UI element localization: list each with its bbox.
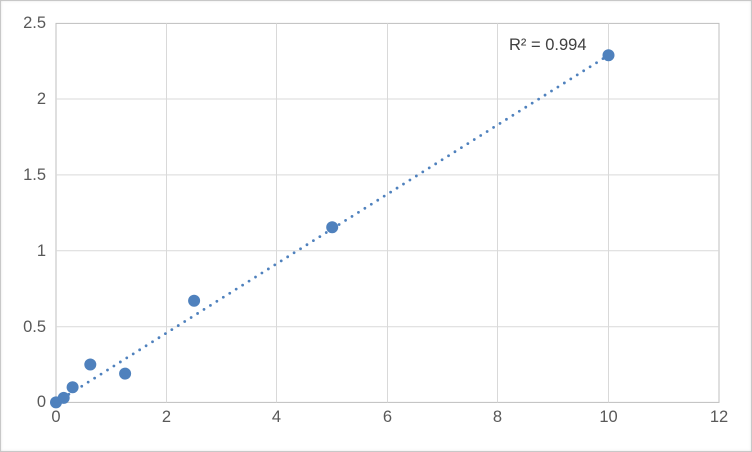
svg-text:2.5: 2.5 <box>23 14 46 32</box>
svg-text:0: 0 <box>51 408 60 426</box>
svg-text:0.5: 0.5 <box>23 318 46 336</box>
svg-text:8: 8 <box>493 408 502 426</box>
svg-text:1.5: 1.5 <box>23 166 46 184</box>
svg-text:2: 2 <box>162 408 171 426</box>
svg-text:10: 10 <box>599 408 617 426</box>
svg-text:4: 4 <box>272 408 281 426</box>
svg-text:6: 6 <box>383 408 392 426</box>
svg-text:R² = 0.994: R² = 0.994 <box>509 36 587 54</box>
svg-text:12: 12 <box>710 408 728 426</box>
svg-text:2: 2 <box>37 90 46 108</box>
svg-text:0: 0 <box>37 393 46 411</box>
svg-text:1: 1 <box>37 242 46 260</box>
